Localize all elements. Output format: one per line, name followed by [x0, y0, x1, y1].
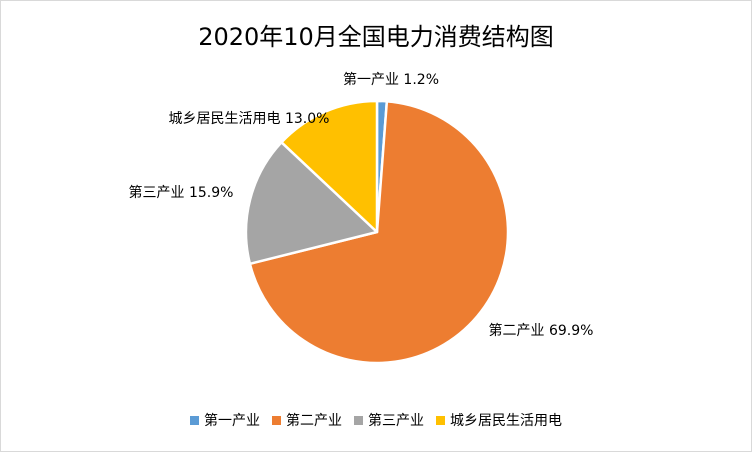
legend: 第一产业 第二产业 第三产业 城乡居民生活用电: [1, 410, 751, 430]
legend-swatch: [436, 415, 445, 425]
legend-label: 第二产业: [286, 413, 342, 429]
data-label-secondary-industry: 第二产业 69.9%: [489, 322, 594, 339]
legend-item-primary-industry: 第一产业: [190, 410, 260, 430]
legend-swatch: [272, 415, 281, 425]
chart-title: 2020年10月全国电力消费结构图: [198, 23, 554, 51]
data-label-tertiary-industry: 第三产业 15.9%: [129, 184, 234, 201]
legend-item-residential: 城乡居民生活用电: [436, 410, 562, 430]
legend-swatch: [354, 415, 363, 425]
legend-label: 第一产业: [204, 413, 260, 429]
pie-slice-residential: [280, 99, 379, 234]
legend-swatch: [190, 415, 199, 425]
legend-item-tertiary-industry: 第三产业: [354, 410, 424, 430]
pie-slice-secondary-industry: [248, 100, 510, 365]
pie-slice-tertiary-industry: [244, 141, 379, 266]
data-label-primary-industry: 第一产业 1.2%: [343, 71, 439, 88]
legend-label: 城乡居民生活用电: [450, 413, 562, 429]
legend-item-secondary-industry: 第二产业: [272, 410, 342, 430]
data-label-residential: 城乡居民生活用电 13.0%: [169, 111, 330, 127]
legend-label: 第三产业: [368, 413, 424, 429]
